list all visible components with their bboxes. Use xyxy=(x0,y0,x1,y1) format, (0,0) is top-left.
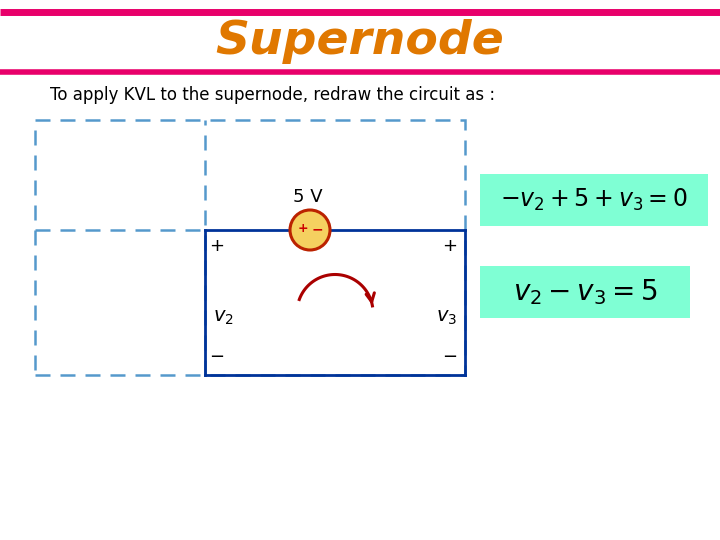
Circle shape xyxy=(290,210,330,250)
Text: −: − xyxy=(210,348,225,366)
Text: +: + xyxy=(210,237,225,255)
Text: −: − xyxy=(311,222,323,236)
Text: +: + xyxy=(297,222,308,235)
Text: $v_2$: $v_2$ xyxy=(212,308,233,327)
FancyBboxPatch shape xyxy=(480,174,708,226)
Bar xyxy=(35,120,465,375)
Text: 5 V: 5 V xyxy=(293,188,323,206)
Text: +: + xyxy=(443,237,457,255)
FancyBboxPatch shape xyxy=(480,266,690,318)
Text: $-v_2+5+v_3=0$: $-v_2+5+v_3=0$ xyxy=(500,187,688,213)
Text: $v_3$: $v_3$ xyxy=(436,308,457,327)
Text: To apply KVL to the supernode, redraw the circuit as :: To apply KVL to the supernode, redraw th… xyxy=(50,86,495,104)
Text: Supernode: Supernode xyxy=(215,19,505,64)
Text: $v_2-v_3=5$: $v_2-v_3=5$ xyxy=(513,277,657,307)
Text: −: − xyxy=(442,348,458,366)
